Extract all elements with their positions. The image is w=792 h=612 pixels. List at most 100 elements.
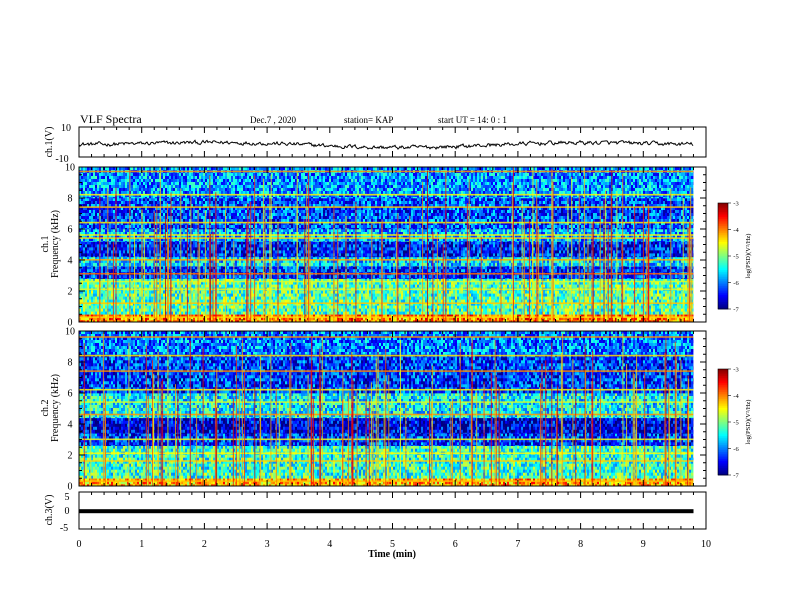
spectrogram-cell: [569, 293, 572, 297]
spectrogram-cell: [677, 314, 680, 318]
spectrogram-cell: [155, 281, 158, 285]
spectrogram-cell: [441, 320, 444, 323]
spectrogram-cell: [415, 296, 418, 300]
spectrogram-cell: [411, 311, 414, 315]
spectrogram-cell: [377, 308, 380, 312]
spectrogram-cell: [515, 314, 518, 318]
spectrogram-cell: [97, 317, 100, 321]
spectrogram-cell: [175, 311, 178, 315]
spectrogram-cell: [131, 317, 134, 321]
spectrogram-cell: [193, 308, 196, 312]
spectrogram-cell: [365, 317, 368, 321]
spectrogram-cell: [241, 299, 244, 303]
spectrogram-cell: [387, 317, 390, 321]
spectrogram-cell: [261, 266, 264, 270]
spectrogram-cell: [93, 317, 96, 321]
spectrogram-cell: [225, 278, 228, 282]
spectrogram-cell: [461, 278, 464, 282]
spectrogram-cell: [389, 278, 392, 282]
spectrogram-cell: [627, 317, 630, 321]
spectrogram-cell: [353, 296, 356, 300]
spectrogram-cell: [299, 278, 302, 282]
spectrogram-cell: [437, 320, 440, 323]
spectrogram-cell: [451, 266, 454, 270]
spectrogram-cell: [93, 293, 96, 297]
spectrogram-cell: [303, 290, 306, 294]
spectrogram-cell: [285, 302, 288, 306]
spectrogram-cell: [235, 302, 238, 306]
spectrogram-cell: [417, 290, 420, 294]
spectrogram-cell: [589, 314, 592, 318]
spectrogram-cell: [207, 266, 210, 270]
spectrogram-cell: [109, 302, 112, 306]
spectrogram-cell: [321, 320, 324, 323]
spectrogram-cell: [557, 278, 560, 282]
spectrogram-cell: [555, 284, 558, 288]
spectrogram-cell: [131, 293, 134, 297]
spectrogram-cell: [673, 281, 676, 285]
spectrogram-cell: [195, 320, 198, 323]
spectrogram-cell: [581, 293, 584, 297]
spectrogram-cell: [535, 290, 538, 294]
spectrogram-cell: [417, 284, 420, 288]
spectrogram-cell: [83, 266, 86, 270]
spectrogram-cell: [221, 302, 224, 306]
spectrogram-cell: [157, 284, 160, 288]
spectrogram-cell: [369, 293, 372, 297]
spectrogram-cell: [529, 281, 532, 285]
spectrogram-cell: [391, 296, 394, 300]
spectrogram-cell: [121, 317, 124, 321]
spectrogram-cell: [403, 299, 406, 303]
spectrogram-cell: [545, 305, 548, 309]
spectrogram-cell: [457, 281, 460, 285]
spectrogram-cell: [81, 302, 84, 306]
spectrogram-cell: [489, 266, 492, 270]
spectrogram-cell: [319, 317, 322, 321]
spectrogram-cell: [581, 311, 584, 315]
spectrogram-cell: [601, 305, 604, 309]
spectrogram-cell: [671, 314, 674, 318]
spectrogram-cell: [389, 266, 392, 270]
spectrogram-cell: [125, 296, 128, 300]
spectrogram-cell: [287, 305, 290, 309]
spectrogram-cell: [449, 278, 452, 282]
spectrogram-cell: [429, 293, 432, 297]
spectrogram-cell: [229, 302, 232, 306]
spectrogram-cell: [545, 290, 548, 294]
spectrogram-cell: [219, 302, 222, 306]
spectrogram-cell: [255, 314, 258, 318]
spectrogram-cell: [373, 284, 376, 288]
spectrogram-cell: [423, 299, 426, 303]
spectrogram-cell: [431, 290, 434, 294]
spectrogram-cell: [677, 311, 680, 315]
spectrogram-cell: [399, 314, 402, 318]
spectrogram-cell: [549, 293, 552, 297]
spectrogram-cell: [223, 320, 226, 323]
spectrogram-cell: [393, 281, 396, 285]
spectrogram-cell: [283, 284, 286, 288]
spectrogram-cell: [237, 299, 240, 303]
spectrogram-cell: [377, 314, 380, 318]
spectrogram-cell: [575, 305, 578, 309]
spectrogram-cell: [595, 284, 598, 288]
spectrogram-cell: [559, 299, 562, 303]
spectrogram-cell: [361, 305, 364, 309]
spectrogram-cell: [377, 281, 380, 285]
spectrogram-cell: [613, 278, 616, 282]
spectrogram-cell: [89, 308, 92, 312]
spectrogram-cell: [347, 302, 350, 306]
spectrogram-cell: [505, 278, 508, 282]
spectrogram-cell: [301, 290, 304, 294]
spectrogram-cell: [125, 305, 128, 309]
spectrogram-cell: [509, 320, 512, 323]
spectrogram-cell: [585, 293, 588, 297]
spectrogram-cell: [243, 311, 246, 315]
spectrogram-cell: [343, 296, 346, 300]
spectrogram-cell: [89, 320, 92, 323]
spectrogram-cell: [185, 314, 188, 318]
spectrogram-cell: [477, 284, 480, 288]
spectrogram-cell: [491, 311, 494, 315]
spectrogram-cell: [357, 284, 360, 288]
spectrogram-cell: [385, 320, 388, 323]
spectrogram-cell: [293, 302, 296, 306]
